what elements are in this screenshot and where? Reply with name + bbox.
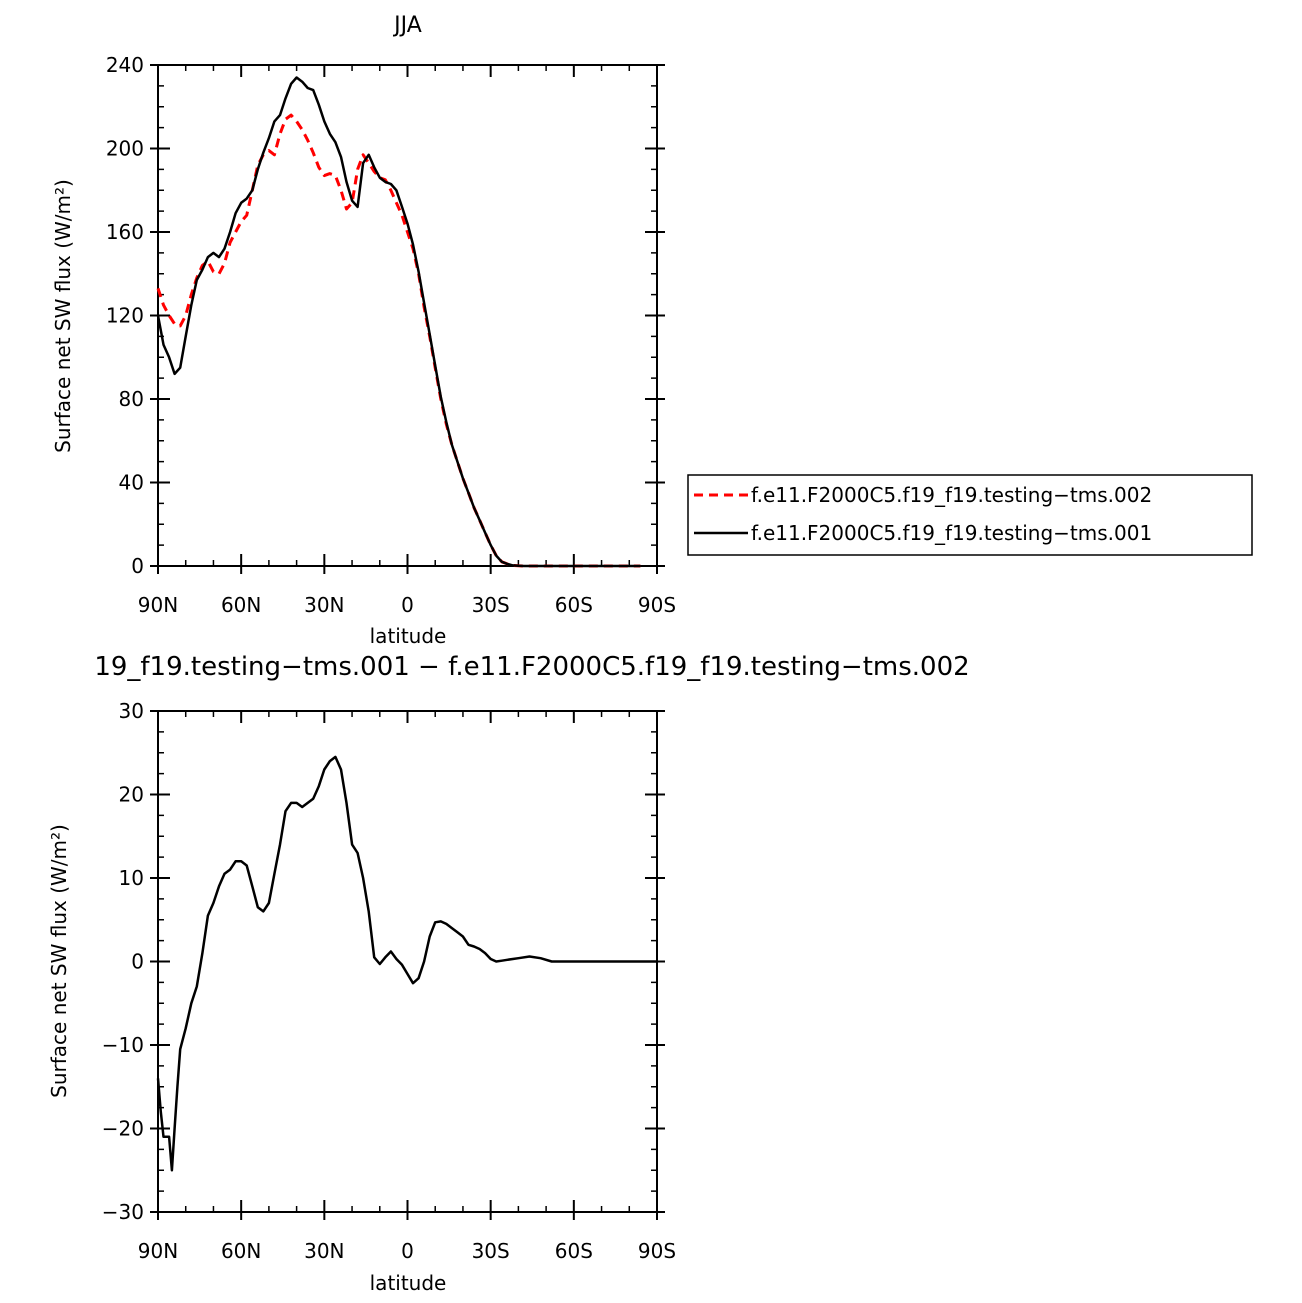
x-tick-label: 30S — [472, 593, 510, 617]
legend-entry-tms001: f.e11.F2000C5.f19_f19.testing−tms.001 — [751, 521, 1152, 545]
x-tick-label: 30N — [304, 1239, 344, 1263]
top-panel-ylabel: Surface net SW flux (W/m²) — [51, 179, 75, 453]
x-tick-label: 60N — [221, 593, 261, 617]
y-tick-label: 20 — [119, 783, 144, 807]
legend-entry-tms002: f.e11.F2000C5.f19_f19.testing−tms.002 — [751, 483, 1152, 507]
bottom-panel-ylabel: Surface net SW flux (W/m²) — [47, 824, 71, 1098]
y-tick-label: 40 — [119, 471, 144, 495]
x-tick-label: 0 — [401, 1239, 414, 1263]
bottom-panel-title: 19_f19.testing−tms.001 − f.e11.F2000C5.f… — [94, 652, 969, 682]
bottom-axis-ticks: 90N 60N 30N 0 30S 60S 90S −30 −20 −10 0 10 20 30 — [102, 699, 676, 1263]
x-tick-label: 60S — [555, 593, 593, 617]
x-tick-label: 60S — [555, 1239, 593, 1263]
y-tick-label: −20 — [102, 1117, 144, 1141]
x-tick-label: 0 — [401, 593, 414, 617]
x-tick-label: 90S — [638, 593, 676, 617]
y-tick-label: −10 — [102, 1033, 144, 1057]
x-tick-label: 30S — [472, 1239, 510, 1263]
top-panel: JJA 90N 60N 30N 0 30S 60S 90S 0 40 80 120 160 200 240… — [51, 13, 676, 648]
y-tick-label: 200 — [106, 137, 144, 161]
x-tick-label: 90S — [638, 1239, 676, 1263]
x-tick-label: 90N — [138, 1239, 178, 1263]
x-tick-label: 60N — [221, 1239, 261, 1263]
y-tick-label: 10 — [119, 866, 144, 890]
top-series-line-1 — [156, 76, 641, 568]
y-tick-label: 160 — [106, 220, 144, 244]
bottom-series-line-0 — [156, 755, 657, 1172]
top-panel-title: JJA — [392, 13, 422, 38]
top-series-group — [156, 76, 641, 568]
y-tick-label: 30 — [119, 699, 144, 723]
y-tick-label: 240 — [106, 53, 144, 77]
bottom-series-group — [156, 755, 657, 1172]
y-tick-label: 80 — [119, 387, 144, 411]
y-tick-label: 0 — [131, 950, 144, 974]
top-plot-frame — [157, 64, 658, 567]
top-panel-xlabel: latitude — [370, 624, 447, 648]
x-tick-label: 90N — [138, 593, 178, 617]
bottom-panel: 19_f19.testing−tms.001 − f.e11.F2000C5.f… — [47, 652, 970, 1295]
bottom-panel-xlabel: latitude — [370, 1271, 447, 1295]
x-tick-label: 30N — [304, 593, 344, 617]
top-series-line-0 — [156, 113, 641, 568]
y-tick-label: 120 — [106, 304, 144, 328]
y-tick-label: −30 — [102, 1200, 144, 1224]
y-tick-label: 0 — [131, 554, 144, 578]
legend: f.e11.F2000C5.f19_f19.testing−tms.002 f.… — [687, 474, 1253, 556]
top-axis-ticks: 90N 60N 30N 0 30S 60S 90S 0 40 80 120 160 200 240 — [106, 53, 676, 617]
legend-box — [687, 474, 1253, 556]
